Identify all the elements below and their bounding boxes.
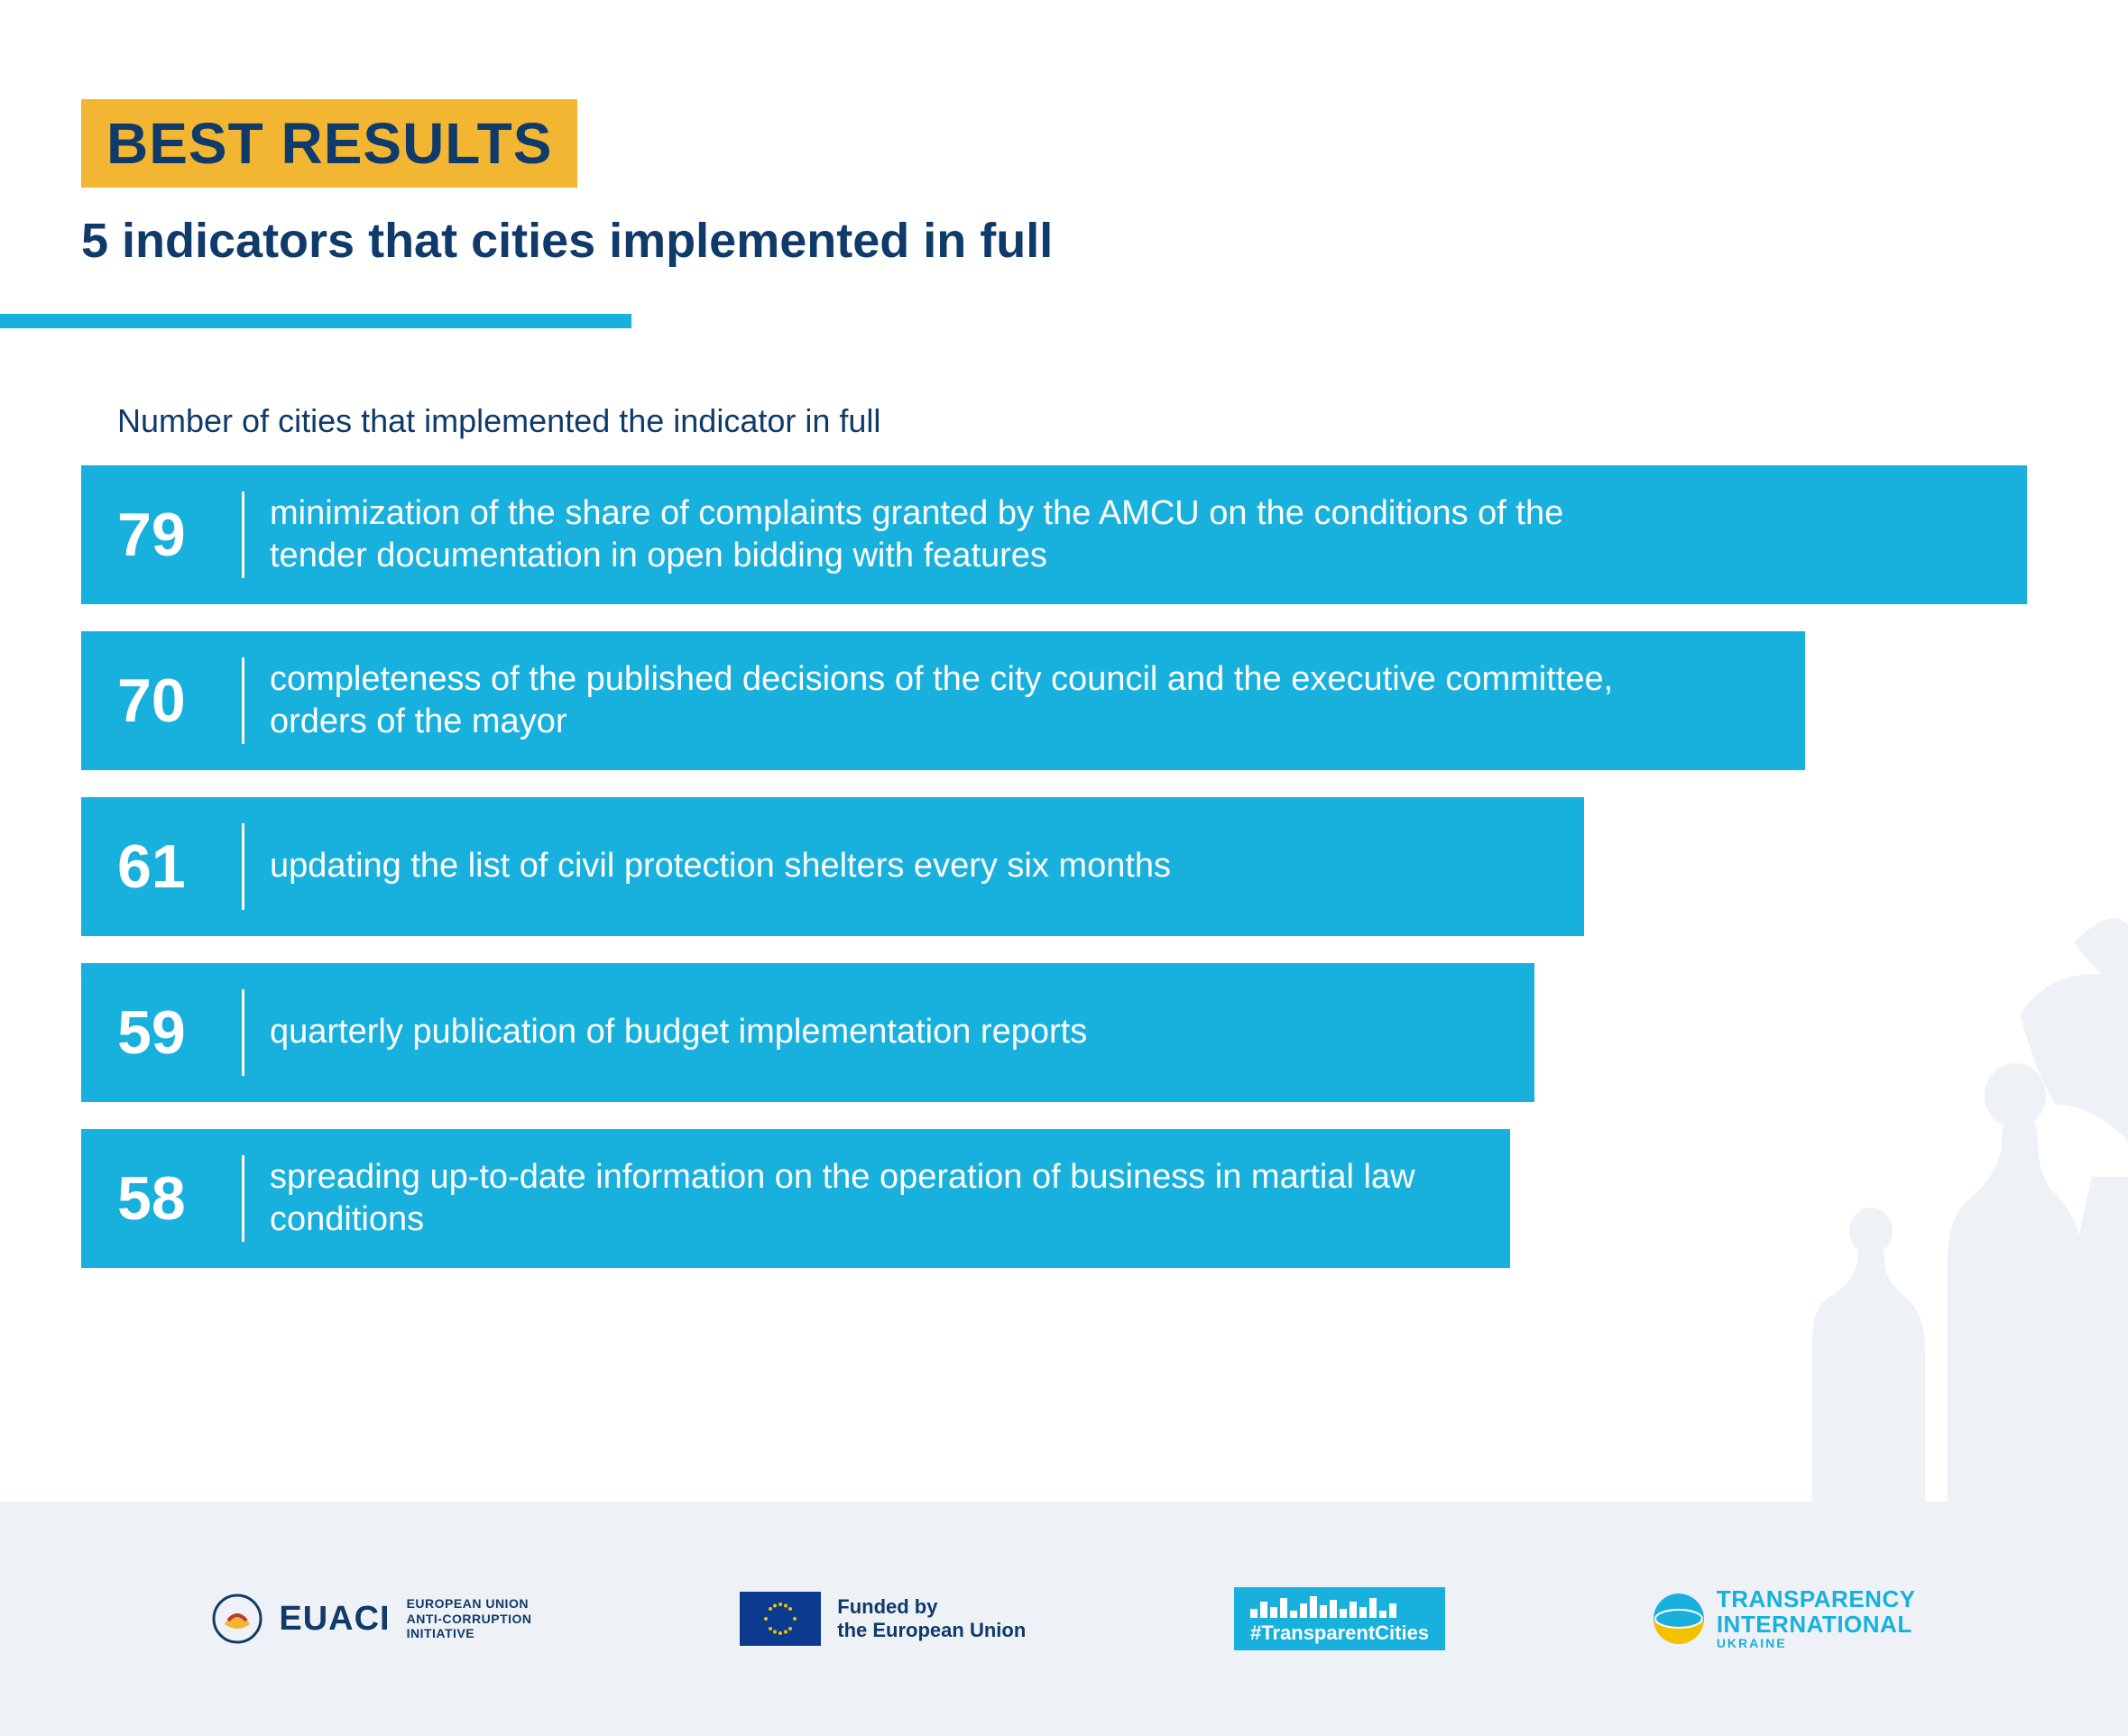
bar-row: 61 updating the list of civil protection …	[81, 797, 1584, 936]
chart-caption: Number of cities that implemented the in…	[117, 402, 2047, 440]
ti-text: TRANSPARENCY INTERNATIONAL UKRAINE	[1717, 1587, 1916, 1649]
bar-row: 58 spreading up-to-date information on th…	[81, 1129, 1510, 1268]
ti-line2: INTERNATIONAL	[1717, 1612, 1916, 1637]
bar-value: 79	[117, 500, 226, 570]
bar-value: 70	[117, 666, 226, 736]
bar-value: 58	[117, 1163, 226, 1234]
euaci-icon	[212, 1594, 263, 1644]
bar-label: spreading up-to-date information on the …	[270, 1156, 1510, 1242]
ti-sub: UKRAINE	[1717, 1637, 1916, 1650]
skyline-icon	[1250, 1596, 1429, 1618]
logo-eu: Funded by the European Union	[740, 1592, 1026, 1646]
eu-text: Funded by the European Union	[837, 1595, 1026, 1643]
bar-divider	[242, 989, 244, 1076]
logo-euaci: EUACI EUROPEAN UNION ANTI-CORRUPTION INI…	[212, 1594, 531, 1644]
bar-divider	[242, 823, 244, 910]
chart-area: Number of cities that implemented the in…	[81, 402, 2047, 1268]
bar-row: 79 minimization of the share of complaint…	[81, 465, 2027, 604]
eu-text-line1: Funded by	[837, 1595, 1026, 1619]
bar-value: 59	[117, 997, 226, 1068]
bar-label: updating the list of civil protection sh…	[270, 845, 1171, 888]
footer: EUACI EUROPEAN UNION ANTI-CORRUPTION INI…	[0, 1502, 2128, 1736]
ti-line1: TRANSPARENCY	[1717, 1587, 1916, 1612]
tc-text: #TransparentCities	[1250, 1621, 1429, 1645]
bar-label: minimization of the share of complaints …	[270, 492, 1623, 578]
bar-divider	[242, 491, 244, 578]
eu-flag-icon	[740, 1592, 821, 1646]
bar-row: 59 quarterly publication of budget implem…	[81, 963, 1534, 1102]
logo-transparency-international: TRANSPARENCY INTERNATIONAL UKRAINE	[1654, 1587, 1916, 1649]
bar-label: quarterly publication of budget implemen…	[270, 1011, 1087, 1054]
bar-row: 70 completeness of the published decision…	[81, 631, 1805, 770]
euaci-subtext: EUROPEAN UNION ANTI-CORRUPTION INITIATIV…	[407, 1596, 532, 1641]
logo-transparent-cities: #TransparentCities	[1234, 1587, 1445, 1650]
content-container: BEST RESULTS 5 indicators that cities im…	[0, 0, 2128, 1268]
bar-value: 61	[117, 831, 226, 902]
title-badge: BEST RESULTS	[81, 99, 577, 188]
bar-divider	[242, 657, 244, 744]
ti-globe-icon	[1654, 1594, 1704, 1644]
subtitle: 5 indicators that cities implemented in …	[81, 213, 2047, 269]
bar-divider	[242, 1155, 244, 1242]
euaci-text: EUACI	[279, 1600, 390, 1639]
eu-text-line2: the European Union	[837, 1619, 1026, 1642]
bar-list: 79 minimization of the share of complaint…	[81, 465, 2047, 1268]
divider-rule	[81, 314, 2047, 321]
bar-label: completeness of the published decisions …	[270, 658, 1623, 744]
